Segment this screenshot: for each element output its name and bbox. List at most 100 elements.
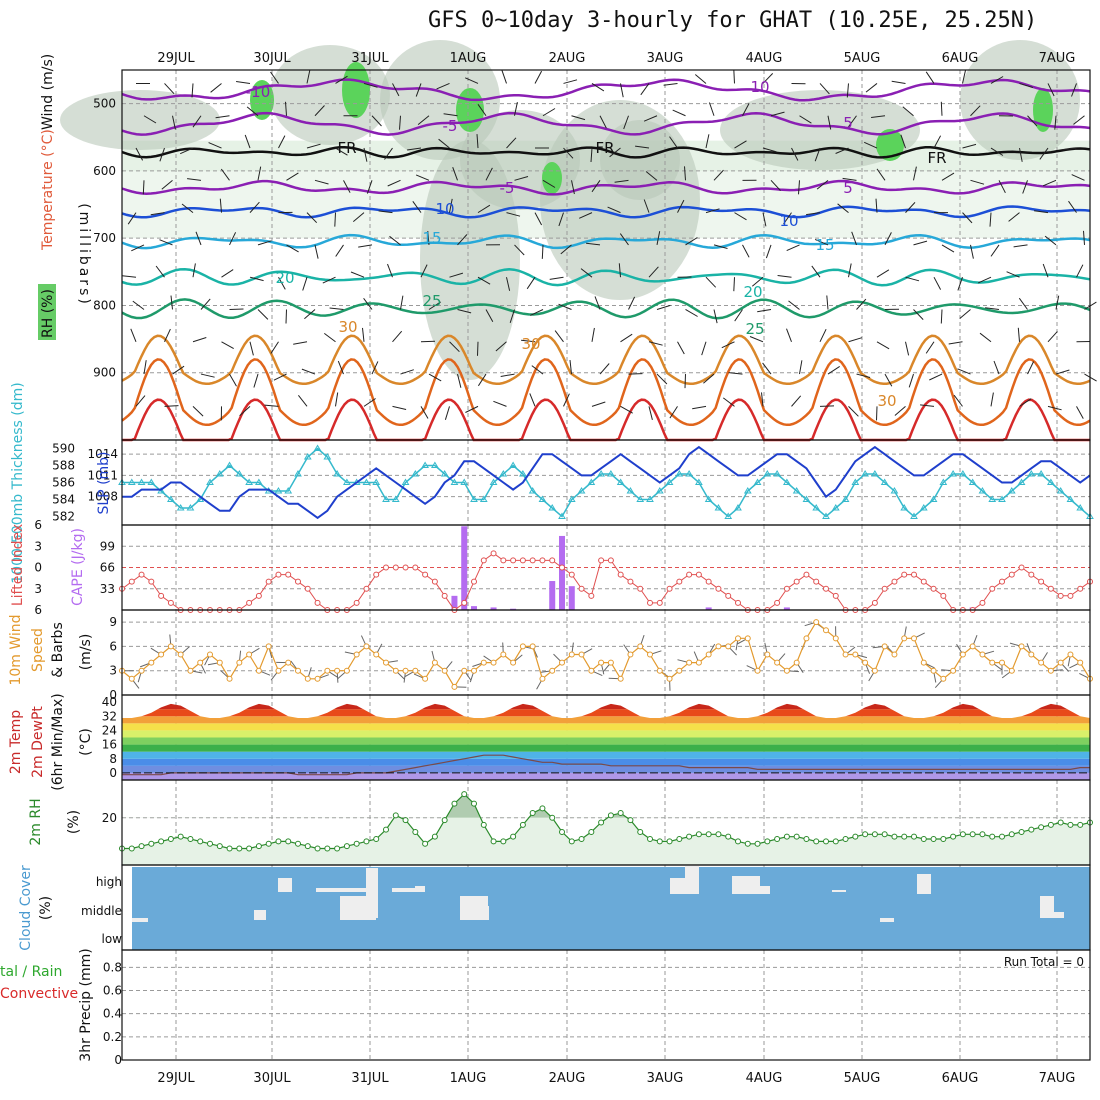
lifted-marker: [402, 564, 409, 571]
wind-barb: [542, 108, 556, 117]
rh2m-marker: [353, 840, 360, 847]
wind-barb: [993, 360, 1000, 375]
wind-barb: [229, 373, 237, 387]
wind-barb: [428, 373, 442, 382]
wind-barb: [415, 83, 422, 97]
wind-barb: [301, 368, 316, 375]
wind-speed-marker: [226, 675, 233, 682]
rh-gray-region: [60, 90, 220, 150]
wind-barb: [343, 180, 351, 193]
wind-barb: [200, 373, 215, 378]
wind-barb: [571, 115, 586, 121]
cloud-block: [732, 876, 760, 894]
lifted-marker: [686, 571, 693, 578]
wind-barb: [1083, 230, 1085, 245]
temp-contour-15: [121, 233, 1091, 250]
thickness-marker: [274, 487, 283, 494]
wind-speed-marker: [529, 643, 536, 650]
wind-speed-marker: [246, 651, 253, 658]
wind-barb: [734, 212, 747, 221]
wind-speed-marker: [510, 659, 517, 666]
wind-barb: [278, 276, 286, 290]
date-label-bottom: 3AUG: [647, 1071, 684, 1086]
wind-barb: [770, 111, 785, 117]
rh2m-marker: [705, 831, 712, 838]
lifted-marker: [715, 585, 722, 592]
wind-speed-marker: [783, 667, 790, 674]
wind-speed-marker: [304, 675, 311, 682]
wind-barb: [335, 147, 348, 156]
wind-barb: [705, 134, 710, 149]
wind-speed-marker: [383, 659, 389, 666]
wind-barb: [722, 397, 735, 407]
temp-tick: 8: [109, 752, 117, 766]
wind-barb: [814, 147, 821, 162]
lifted-marker: [705, 578, 712, 585]
cape-bar: [705, 607, 712, 610]
rh-green-region: [250, 80, 274, 120]
thickness-marker: [431, 461, 439, 468]
thickness-marker: [812, 504, 821, 511]
wind-barb: [713, 309, 718, 324]
wind-barb: [1068, 200, 1077, 213]
rh2m-marker: [1067, 821, 1074, 828]
wind-speed-marker: [334, 667, 341, 674]
lifted-marker: [412, 564, 419, 571]
rh2m-marker: [480, 821, 487, 828]
wind-barb: [130, 328, 137, 342]
wind-speed-marker: [774, 659, 781, 666]
wind-barb: [1071, 83, 1077, 97]
contour-label: FR: [337, 139, 356, 157]
rh2m-marker: [803, 836, 810, 843]
cloud-block: [832, 890, 846, 892]
wind-barb: [684, 374, 686, 389]
wind-speed-marker: [911, 635, 917, 642]
temp-tick: 16: [102, 738, 117, 752]
wind-speed-marker: [715, 643, 722, 650]
lifted-marker: [1038, 578, 1045, 585]
lifted-marker: [989, 585, 996, 592]
wind-barb: [846, 83, 849, 98]
wind-barb: [541, 244, 544, 259]
wind-speed-marker: [275, 667, 282, 674]
slp-ylabel: SLP (mb): [96, 451, 112, 514]
wind-barb: [563, 147, 574, 159]
wind-barb: [215, 115, 230, 119]
wind-barb: [990, 76, 1004, 84]
thickness-line: [122, 447, 1091, 518]
rh2m-marker: [842, 836, 849, 843]
wind-barb: [485, 167, 493, 181]
rh2m-marker: [686, 833, 693, 840]
thickness-marker: [959, 470, 967, 477]
wind-barb: [786, 244, 800, 252]
rh2m-marker: [783, 833, 790, 840]
lifted-marker: [813, 578, 820, 585]
wind-barb: [172, 115, 176, 130]
lifted-tick: 0: [34, 561, 42, 575]
cape-bar: [783, 607, 790, 610]
wind-barb: [542, 179, 556, 188]
wind-barb: [457, 234, 468, 246]
temp-contour-20: [121, 267, 1091, 287]
rh2m-marker: [950, 833, 957, 840]
wind-barb: [1019, 82, 1034, 88]
rh2m-marker: [617, 810, 624, 817]
wind-barb: [239, 405, 251, 417]
wind-barb: [905, 202, 916, 213]
rh2m-marker: [373, 836, 380, 843]
thickness-marker: [489, 478, 498, 485]
lifted-marker: [275, 571, 282, 578]
wind-barb: [1042, 179, 1057, 187]
wind-speed-marker: [519, 643, 526, 650]
wind-barb: [842, 177, 857, 181]
lifted-marker: [1067, 592, 1074, 599]
wind-barb: [164, 405, 179, 407]
thickness-marker: [362, 478, 371, 485]
wind-barb: [1076, 406, 1084, 419]
contour-label: 10: [750, 78, 769, 96]
wind-barb: [314, 244, 319, 259]
wind-barb: [940, 101, 943, 116]
temp-color-band: [122, 716, 1090, 724]
wind-barb: [734, 309, 743, 322]
thickness-marker: [695, 478, 703, 485]
